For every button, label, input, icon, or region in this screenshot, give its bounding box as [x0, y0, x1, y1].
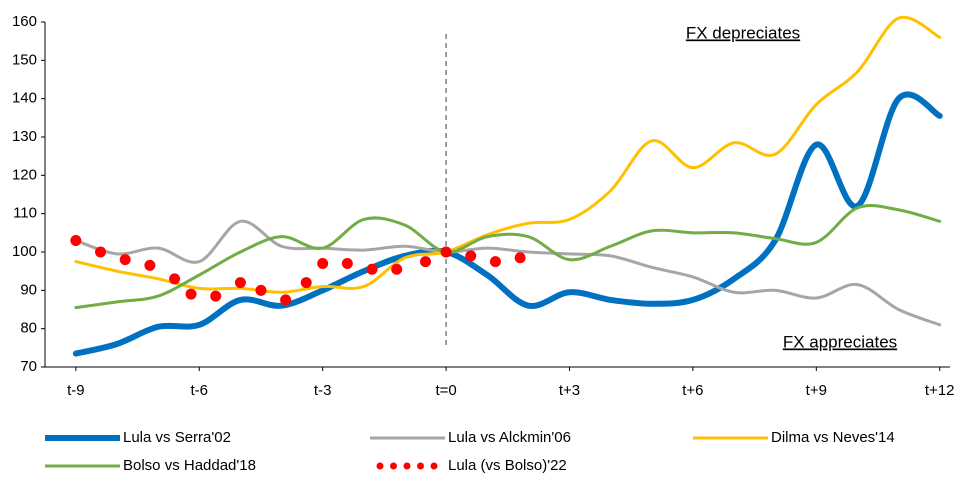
y-tick-label: 130 — [12, 128, 37, 145]
dot — [300, 277, 312, 289]
legend-label: Bolso vs Haddad'18 — [123, 457, 256, 474]
legend-label: Dilma vs Neves'14 — [771, 429, 895, 446]
x-tick-label: t+3 — [559, 382, 580, 399]
dot — [70, 235, 82, 246]
dot — [280, 294, 292, 306]
y-tick-label: 70 — [20, 358, 37, 375]
legend-marker — [376, 462, 384, 470]
dot — [366, 263, 378, 275]
legend-label: Lula (vs Bolso)'22 — [448, 457, 567, 474]
dot — [420, 256, 432, 268]
legend-marker — [430, 462, 438, 470]
y-tick-label: 160 — [12, 13, 37, 30]
dot — [185, 288, 197, 300]
dot — [144, 259, 156, 271]
x-tick-label: t+12 — [925, 382, 955, 399]
dot — [119, 254, 131, 266]
y-tick-label: 150 — [12, 51, 37, 68]
dot — [341, 258, 353, 269]
dot — [169, 273, 181, 285]
dot — [489, 256, 501, 268]
y-tick-label: 140 — [12, 90, 37, 107]
x-tick-label: t-3 — [314, 382, 332, 399]
y-tick-label: 100 — [12, 243, 37, 260]
dot — [234, 277, 246, 289]
dot — [514, 252, 526, 264]
dot — [440, 246, 452, 258]
legend-label: Lula vs Serra'02 — [123, 429, 231, 446]
dot — [210, 290, 222, 302]
annotation: FX appreciates — [783, 332, 897, 351]
y-tick-label: 120 — [12, 166, 37, 183]
legend-marker — [417, 462, 424, 470]
line — [72, 91, 943, 357]
dot — [391, 263, 403, 275]
line — [74, 219, 942, 327]
dot — [95, 246, 107, 258]
annotation: FX depreciates — [686, 23, 800, 42]
line — [74, 204, 942, 310]
y-tick-label: 110 — [13, 205, 37, 222]
x-tick-label: t-6 — [191, 382, 209, 399]
legend-marker — [403, 462, 411, 470]
dot — [255, 284, 267, 296]
legend-label: Lula vs Alckmin'06 — [448, 429, 571, 446]
dot — [465, 250, 477, 262]
legend-marker — [390, 462, 397, 470]
dot — [317, 258, 329, 269]
x-tick-label: t=0 — [435, 382, 456, 399]
x-tick-label: t+6 — [682, 382, 703, 399]
x-tick-label: t-9 — [67, 382, 85, 399]
y-tick-label: 90 — [20, 281, 37, 298]
y-tick-label: 80 — [20, 320, 37, 337]
line — [74, 15, 942, 294]
x-tick-label: t+9 — [806, 382, 827, 399]
